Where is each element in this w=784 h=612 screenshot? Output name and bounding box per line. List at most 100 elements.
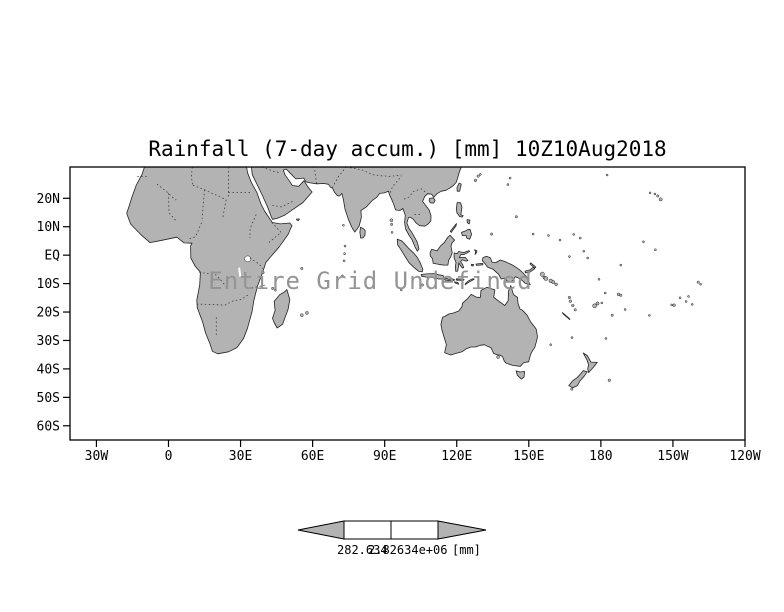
island-dot	[274, 288, 277, 292]
island-dot	[570, 387, 574, 391]
landmass	[428, 197, 436, 204]
island-dot	[490, 232, 494, 236]
island-dot	[343, 252, 346, 255]
island-dot	[600, 301, 604, 305]
country-borders	[137, 167, 429, 336]
island-dot	[390, 222, 394, 226]
island-dot	[261, 270, 265, 275]
x-tick-label: 90E	[373, 449, 396, 464]
x-tick-label: 60E	[301, 449, 324, 464]
island-dot	[341, 274, 344, 278]
island-dot	[271, 286, 275, 290]
colorbar-left-arrow	[297, 520, 345, 540]
y-tick-label: 20N	[37, 192, 60, 207]
island-dot	[539, 271, 545, 277]
landmass	[515, 370, 526, 380]
landmass	[440, 285, 538, 367]
country-border	[224, 294, 249, 306]
colorbar-label-left: 282.634	[337, 543, 388, 557]
island-dot	[568, 255, 571, 258]
colorbar	[297, 520, 487, 540]
y-tick-label: EQ	[44, 249, 60, 264]
island-dot	[547, 234, 550, 237]
island-dot	[672, 303, 676, 307]
landmass	[466, 219, 471, 225]
colorbar-label-right: 2.82634e+06	[368, 543, 448, 557]
x-tick-label: 30W	[85, 449, 109, 464]
island-dot	[603, 291, 607, 295]
x-tick-label: 30E	[229, 449, 252, 464]
landmass	[453, 250, 470, 272]
landmass	[464, 278, 475, 286]
landmass	[475, 263, 484, 266]
plot-frame	[69, 166, 746, 441]
island-dot	[670, 303, 673, 307]
island-dot	[623, 308, 627, 311]
island-dot	[699, 282, 702, 286]
island-dot	[654, 248, 657, 252]
world-map	[126, 167, 598, 389]
country-border	[331, 167, 347, 188]
island-dot	[586, 256, 589, 260]
island-dot	[342, 259, 346, 263]
landmass	[471, 263, 474, 267]
y-tick-label: 50S	[37, 391, 60, 406]
island-dot	[554, 282, 558, 287]
island-dot	[678, 296, 682, 300]
colorbar-cell	[390, 520, 439, 540]
island-dot	[595, 301, 600, 306]
island-dot	[582, 249, 586, 253]
island-dot	[604, 337, 608, 340]
island-dot	[300, 267, 304, 270]
island-dot	[690, 303, 694, 306]
landmass	[429, 234, 455, 266]
landmass	[562, 312, 571, 321]
island-dot	[571, 303, 575, 308]
island-dot	[592, 303, 597, 309]
landmass	[272, 289, 291, 329]
island-dot	[687, 295, 690, 298]
island-dot	[531, 232, 535, 236]
island-dot	[342, 224, 345, 227]
landmass	[359, 226, 366, 239]
country-border	[156, 183, 177, 201]
island-dot	[508, 176, 512, 180]
y-tick-label: 40S	[37, 362, 60, 377]
island-dot	[607, 378, 611, 382]
island-dot	[570, 336, 574, 339]
y-tick-label: 20S	[37, 306, 60, 321]
landmass	[482, 255, 531, 286]
y-axis: 20N 10N EQ 10S 20S 30S 40S 50S 60S	[37, 192, 70, 434]
country-border	[222, 199, 227, 220]
country-border	[261, 167, 280, 173]
landmass	[568, 370, 588, 389]
island-dot	[653, 192, 657, 196]
island-dot	[305, 311, 309, 315]
island-dot	[389, 218, 394, 222]
colorbar-right-arrow	[437, 520, 487, 540]
island-dot	[543, 276, 549, 281]
island-dot	[605, 173, 609, 177]
island-dot	[658, 197, 663, 202]
island-dot	[549, 343, 552, 346]
country-border	[272, 200, 294, 208]
island-dot	[551, 280, 556, 285]
island-dot	[496, 355, 500, 359]
island-dot	[568, 299, 572, 303]
country-border	[249, 214, 257, 239]
island-dot	[619, 293, 623, 297]
landmass	[126, 167, 293, 355]
x-axis: 30W 0 30E 60E 90E 120E 150E 180 150W 120W	[85, 440, 761, 464]
island-dot	[648, 191, 652, 195]
y-tick-label: 30S	[37, 334, 60, 349]
landmass	[296, 218, 300, 221]
island-dot	[572, 233, 575, 236]
island-dot	[343, 244, 347, 248]
island-dot	[479, 173, 482, 176]
plot-title: Rainfall (7-day accum.) [mm] 10Z10Aug201…	[148, 137, 667, 161]
island-dot	[506, 183, 510, 186]
landmass	[582, 352, 598, 373]
landmass	[474, 249, 478, 255]
